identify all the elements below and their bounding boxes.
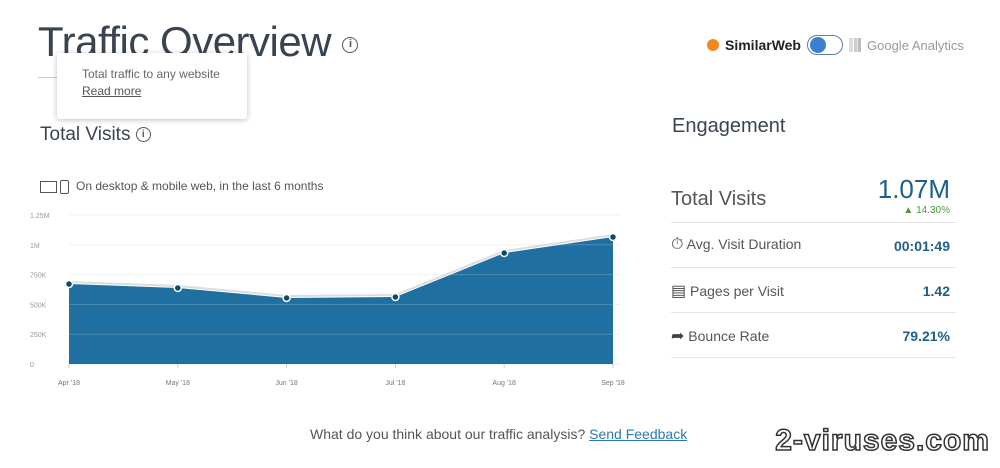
y-tick-label: 250K xyxy=(30,332,47,339)
google-analytics-icon xyxy=(849,38,861,52)
data-point xyxy=(391,292,400,302)
series-line xyxy=(68,234,614,297)
read-more-link[interactable]: Read more xyxy=(82,84,142,98)
tooltip-text: Total traffic to any website xyxy=(82,67,220,81)
y-tick-label: 1M xyxy=(30,243,40,250)
total-visits-row: Total Visits 1.07M ▲ 14.30% xyxy=(671,170,956,223)
arrow-up-icon: ▲ xyxy=(903,205,914,216)
engagement-row: ⏱ Avg. Visit Duration 00:01:49 xyxy=(671,222,956,268)
divider xyxy=(38,77,58,78)
chart-subtitle: On desktop & mobile web, in the last 6 m… xyxy=(40,179,323,194)
y-tick-label: 500K xyxy=(30,302,47,309)
engagement-value: 00:01:49 xyxy=(893,238,950,254)
bounce-arrow-icon: ➦ xyxy=(671,328,685,345)
tooltip: Total traffic to any website Read more xyxy=(57,53,247,119)
data-point xyxy=(499,248,509,258)
desktop-icon xyxy=(40,180,57,193)
feedback-line: What do you think about our traffic anal… xyxy=(310,426,688,442)
similarweb-logo-icon xyxy=(707,39,719,51)
y-tick-label: 1.25M xyxy=(30,213,50,220)
engagement-heading: Engagement xyxy=(672,115,786,137)
engagement-value: 79.21% xyxy=(902,328,950,344)
x-tick-label: Jul '18 xyxy=(385,380,405,387)
google-analytics-label[interactable]: Google Analytics xyxy=(867,37,964,53)
x-tick-label: Aug '18 xyxy=(492,380,516,387)
pages-icon: ▤ xyxy=(671,283,687,300)
total-visits-label: Total Visits xyxy=(671,188,767,210)
info-icon[interactable]: i xyxy=(342,36,359,53)
y-tick-label: 750K xyxy=(30,273,47,280)
x-tick-label: Jun '18 xyxy=(275,380,297,387)
watermark: 2-viruses.com xyxy=(774,423,990,458)
data-point xyxy=(608,232,618,242)
engagement-row: ▤ Pages per Visit 1.42 xyxy=(671,267,956,313)
info-icon[interactable]: i xyxy=(135,127,151,143)
source-switch: SimilarWeb Google Analytics xyxy=(707,35,964,55)
source-toggle[interactable] xyxy=(807,35,843,55)
total-visits-value: 1.07M xyxy=(877,174,950,204)
similarweb-label[interactable]: SimilarWeb xyxy=(725,37,801,53)
change-badge: ▲ 14.30% xyxy=(903,205,950,216)
area-fill xyxy=(69,237,613,364)
y-tick-label: 0 xyxy=(30,362,34,369)
x-tick-label: Apr '18 xyxy=(58,380,80,387)
mobile-icon xyxy=(60,179,70,194)
stopwatch-icon: ⏱ xyxy=(671,236,684,253)
visits-chart: 0 250K 500K 750K 1M 1.25M Apr '18 May '18 Jun '1… xyxy=(30,213,625,387)
x-tick-label: Sep '18 xyxy=(601,380,625,387)
engagement-value: 1.42 xyxy=(922,283,950,299)
data-point xyxy=(282,293,291,303)
total-visits-heading: Total Visits i xyxy=(40,124,151,146)
engagement-row: ➦ Bounce Rate 79.21% xyxy=(671,312,956,358)
data-point xyxy=(64,279,74,289)
x-tick-label: May '18 xyxy=(166,380,190,387)
data-point xyxy=(173,283,183,293)
send-feedback-link[interactable]: Send Feedback xyxy=(589,426,688,442)
